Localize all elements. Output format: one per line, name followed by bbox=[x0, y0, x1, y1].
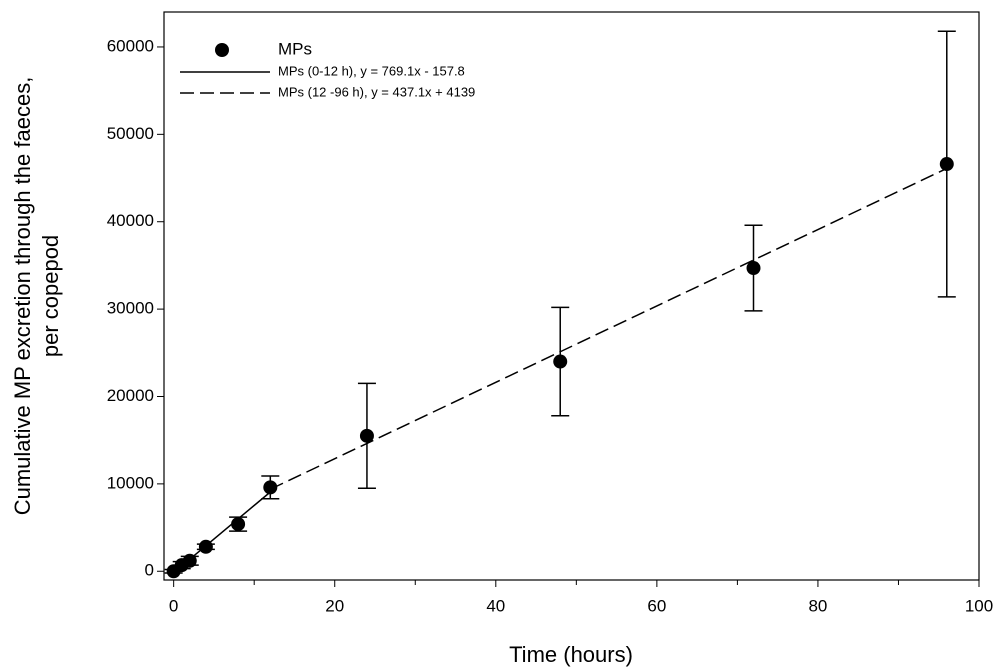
x-tick-label: 80 bbox=[808, 596, 827, 615]
y-tick-label: 50000 bbox=[107, 124, 154, 143]
y-tick-label: 10000 bbox=[107, 473, 154, 492]
x-tick-label: 20 bbox=[325, 596, 344, 615]
data-point bbox=[359, 428, 374, 443]
x-tick-label: 0 bbox=[169, 596, 178, 615]
y-tick-label: 0 bbox=[145, 561, 154, 580]
y-tick-label: 30000 bbox=[107, 299, 154, 318]
y-axis-title: per copepod bbox=[38, 235, 63, 357]
data-point bbox=[231, 517, 246, 532]
fit-line bbox=[269, 167, 948, 490]
x-tick-label: 60 bbox=[647, 596, 666, 615]
y-tick-label: 60000 bbox=[107, 36, 154, 55]
y-tick-label: 20000 bbox=[107, 386, 154, 405]
data-point bbox=[746, 261, 761, 276]
legend-label: MPs (0-12 h), y = 769.1x - 157.8 bbox=[278, 63, 465, 78]
data-point bbox=[939, 157, 954, 172]
plot-frame bbox=[163, 11, 980, 581]
legend-label: MPs (12 -96 h), y = 437.1x + 4139 bbox=[278, 84, 475, 99]
data-point bbox=[553, 354, 568, 369]
legend-marker bbox=[215, 43, 229, 57]
y-tick-label: 40000 bbox=[107, 211, 154, 230]
y-axis-title: Cumulative MP excretion through the faec… bbox=[10, 77, 35, 516]
x-tick-label: 100 bbox=[965, 596, 993, 615]
x-axis-title: Time (hours) bbox=[509, 642, 633, 667]
data-point bbox=[263, 480, 278, 495]
x-tick-label: 40 bbox=[486, 596, 505, 615]
legend-label: MPs bbox=[278, 39, 312, 58]
data-point bbox=[182, 553, 197, 568]
fit-line bbox=[173, 491, 271, 574]
